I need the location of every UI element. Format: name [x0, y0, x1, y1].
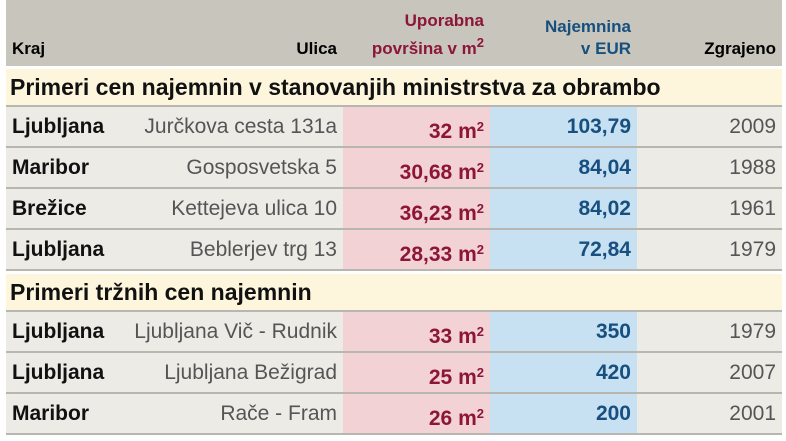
- area-unit: m: [458, 243, 477, 266]
- cell-ulica: Gosposvetska 5: [186, 156, 337, 179]
- col-area-line1: Uporabna: [404, 11, 484, 30]
- rent-table: Kraj Ulica Uporabna površina v m2 Najemni…: [6, 0, 782, 435]
- cell-year: 1988: [729, 156, 776, 179]
- area-unit: m: [458, 407, 477, 430]
- area-value: 28,33: [399, 243, 453, 266]
- col-area: Uporabna površina v m2: [343, 10, 490, 66]
- table-row: Ljubljana Ljubljana Vič - Rudnik 33 m2 3…: [6, 312, 782, 353]
- table-row: Maribor Gosposvetska 5 30,68 m2 84,04 19…: [6, 148, 782, 189]
- cell-area: 30,68 m2: [343, 148, 490, 187]
- col-rent: Najemnina v EUR: [490, 16, 637, 66]
- cell-kraj: Ljubljana: [12, 238, 105, 261]
- table-row: Maribor Rače - Fram 26 m2 200 2001: [6, 394, 782, 435]
- cell-year: 1961: [729, 197, 776, 220]
- col-rent-line1: Najemnina: [545, 17, 631, 36]
- area-value: 33: [428, 325, 453, 348]
- area-unit: m: [458, 161, 477, 184]
- cell-year: 2001: [729, 402, 776, 425]
- area-value: 36,23: [399, 202, 453, 225]
- col-area-sup: 2: [476, 35, 484, 50]
- area-unit: m: [458, 120, 477, 143]
- cell-rent: 103,79: [490, 107, 637, 146]
- area-unit: m: [458, 202, 477, 225]
- area-unit: m: [458, 325, 477, 348]
- area-value: 25: [428, 366, 453, 389]
- table-row: Ljubljana Beblerjev trg 13 28,33 m2 72,8…: [6, 230, 782, 271]
- cell-area: 36,23 m2: [343, 189, 490, 228]
- table-row: Brežice Kettejeva ulica 10 36,23 m2 84,0…: [6, 189, 782, 230]
- cell-area: 32 m2: [343, 107, 490, 146]
- cell-area: 28,33 m2: [343, 230, 490, 269]
- area-value: 32: [428, 120, 453, 143]
- table-row: Ljubljana Ljubljana Bežigrad 25 m2 420 2…: [6, 353, 782, 394]
- col-ulica: Ulica: [296, 39, 337, 58]
- area-value: 30,68: [399, 161, 453, 184]
- cell-rent: 72,84: [490, 230, 637, 269]
- cell-ulica: Rače - Fram: [220, 402, 337, 425]
- cell-area: 26 m2: [343, 394, 490, 433]
- cell-rent: 350: [490, 312, 637, 351]
- cell-kraj: Brežice: [12, 197, 87, 220]
- cell-year: 1979: [729, 320, 776, 343]
- area-unit-sup: 2: [476, 242, 484, 257]
- section-title: Primeri cen najemnin v stanovanjih minis…: [6, 69, 782, 107]
- col-kraj: Kraj: [12, 39, 46, 58]
- cell-ulica: Kettejeva ulica 10: [171, 197, 337, 220]
- area-unit-sup: 2: [476, 365, 484, 380]
- cell-area: 33 m2: [343, 312, 490, 351]
- section-title: Primeri tržnih cen najemnin: [6, 274, 782, 312]
- cell-rent: 420: [490, 353, 637, 392]
- cell-kraj: Maribor: [12, 402, 90, 425]
- area-value: 26: [428, 407, 453, 430]
- cell-kraj: Maribor: [12, 156, 90, 179]
- cell-year: 2009: [729, 115, 776, 138]
- cell-rent: 84,04: [490, 148, 637, 187]
- area-unit-sup: 2: [476, 406, 484, 421]
- area-unit-sup: 2: [476, 119, 484, 134]
- cell-year: 1979: [729, 238, 776, 261]
- col-rent-line2: v EUR: [580, 39, 631, 58]
- cell-ulica: Ljubljana Bežigrad: [164, 361, 337, 384]
- cell-rent: 200: [490, 394, 637, 433]
- cell-kraj: Ljubljana: [12, 361, 105, 384]
- table-row: Ljubljana Jurčkova cesta 131a 32 m2 103,…: [6, 107, 782, 148]
- area-unit-sup: 2: [476, 160, 484, 175]
- cell-kraj: Ljubljana: [12, 115, 105, 138]
- cell-kraj: Ljubljana: [12, 320, 105, 343]
- table-header: Kraj Ulica Uporabna površina v m2 Najemni…: [6, 0, 782, 66]
- area-unit-sup: 2: [476, 324, 484, 339]
- cell-ulica: Jurčkova cesta 131a: [144, 115, 337, 138]
- cell-year: 2007: [729, 361, 776, 384]
- col-area-line2: površina v m: [371, 39, 477, 58]
- area-unit-sup: 2: [476, 201, 484, 216]
- cell-ulica: Ljubljana Vič - Rudnik: [134, 320, 337, 343]
- cell-area: 25 m2: [343, 353, 490, 392]
- area-unit: m: [458, 366, 477, 389]
- cell-rent: 84,02: [490, 189, 637, 228]
- col-year: Zgrajeno: [704, 39, 776, 58]
- cell-ulica: Beblerjev trg 13: [189, 238, 337, 261]
